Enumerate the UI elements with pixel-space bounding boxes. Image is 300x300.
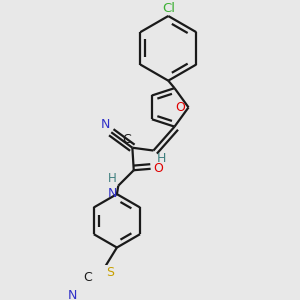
Text: Cl: Cl <box>162 2 175 15</box>
Text: H: H <box>108 172 117 185</box>
Text: C: C <box>122 133 131 146</box>
Text: H: H <box>157 152 166 165</box>
Text: C: C <box>83 271 92 284</box>
Text: N: N <box>100 118 110 131</box>
Text: S: S <box>106 266 115 279</box>
Text: N: N <box>68 289 77 300</box>
Text: O: O <box>175 101 185 114</box>
Text: O: O <box>153 162 163 175</box>
Text: N: N <box>107 188 117 200</box>
